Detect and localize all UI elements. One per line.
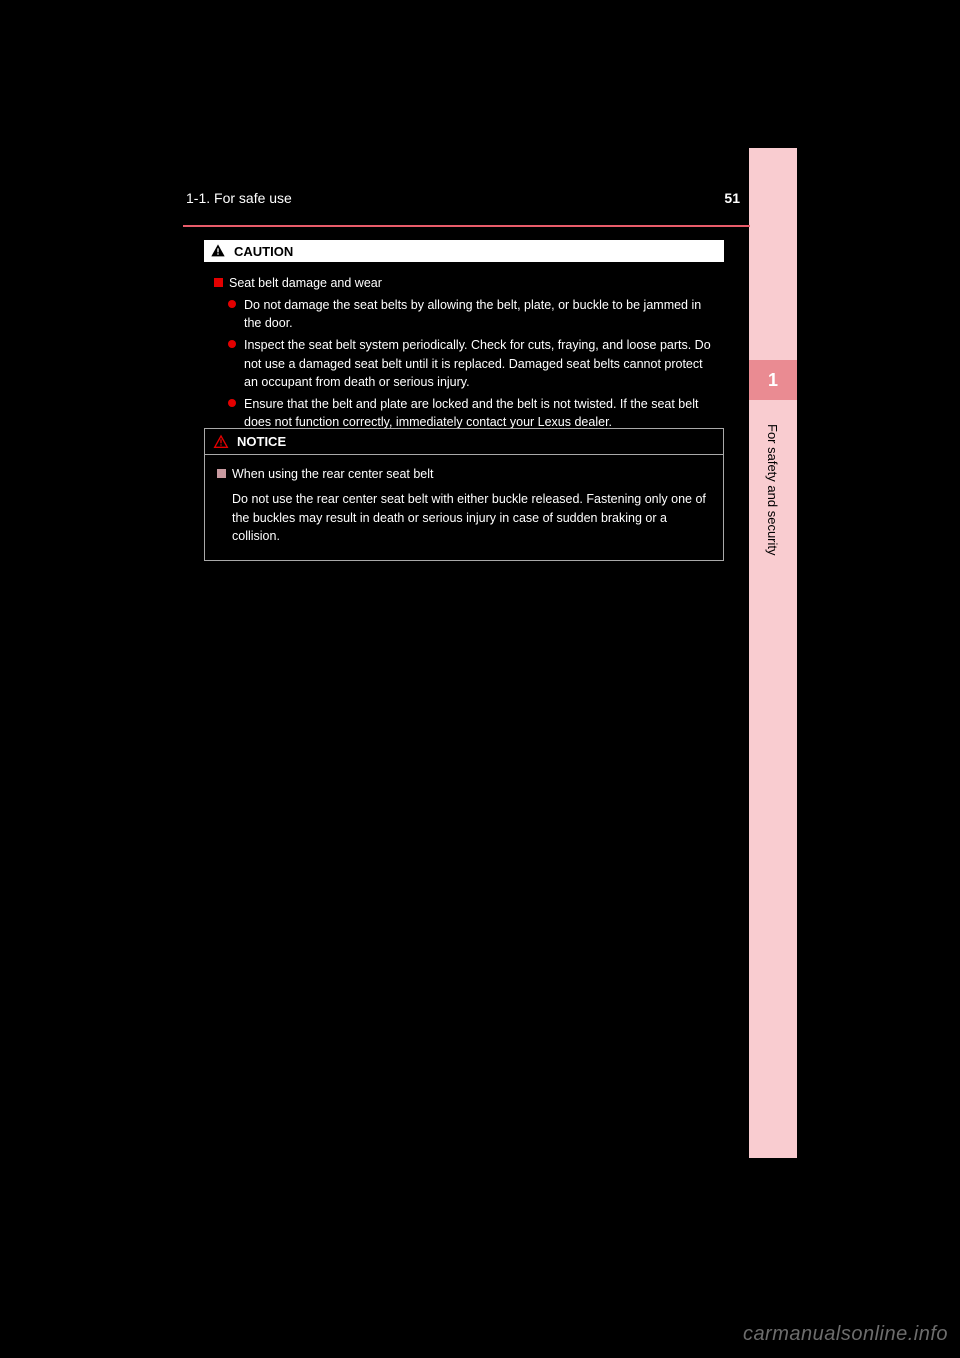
page-number: 51 [724,190,740,206]
notice-body-text: Do not use the rear center seat belt wit… [232,490,711,546]
caution-bullet-3: Ensure that the belt and plate are locke… [228,395,714,431]
caution-body: Seat belt damage and wear Do not damage … [204,262,724,445]
breadcrumb: 1-1. For safe use [186,190,292,206]
notice-title: NOTICE [237,434,286,449]
notice-body: When using the rear center seat belt Do … [205,455,723,560]
watermark: carmanualsonline.info [743,1323,948,1346]
notice-section-title: When using the rear center seat belt [217,465,711,484]
caution-bullet-2-text: Inspect the seat belt system periodicall… [244,336,714,390]
bullet-icon [228,399,236,407]
side-chapter-number: 1 [749,360,797,400]
caution-section-title: Seat belt damage and wear [214,274,714,292]
manual-page: 1 For safety and security 51 1-1. For sa… [0,0,960,1358]
caution-title: CAUTION [234,244,293,259]
warning-triangle-icon [210,243,226,259]
caution-section-text: Seat belt damage and wear [229,276,382,290]
bullet-icon [228,300,236,308]
caution-header: CAUTION [204,240,724,262]
notice-box: NOTICE When using the rear center seat b… [204,428,724,561]
caution-bullet-2: Inspect the seat belt system periodicall… [228,336,714,390]
header-rule [183,225,750,227]
notice-header: NOTICE [205,429,723,455]
side-chapter-label: For safety and security [749,420,797,720]
pink-square-icon [217,469,226,478]
notice-section-text: When using the rear center seat belt [232,467,434,481]
caution-bullet-3-text: Ensure that the belt and plate are locke… [244,395,714,431]
red-square-icon [214,278,223,287]
bullet-icon [228,340,236,348]
caution-box: CAUTION Seat belt damage and wear Do not… [204,240,724,445]
caution-bullet-1: Do not damage the seat belts by allowing… [228,296,714,332]
caution-bullet-1-text: Do not damage the seat belts by allowing… [244,296,714,332]
warning-triangle-outline-icon [213,434,229,450]
